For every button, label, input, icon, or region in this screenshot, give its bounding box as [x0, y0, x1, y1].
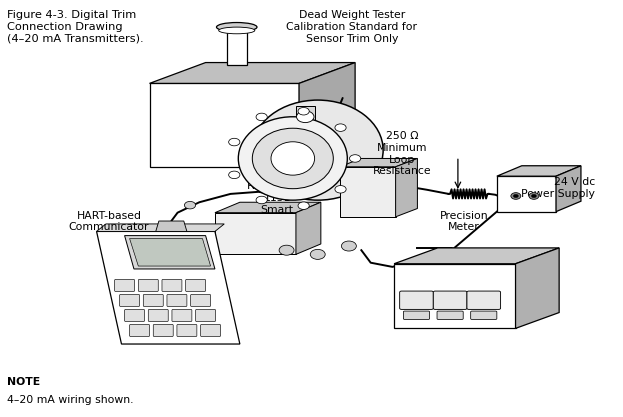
Polygon shape	[296, 202, 321, 254]
FancyBboxPatch shape	[471, 311, 497, 319]
Polygon shape	[556, 166, 581, 211]
FancyBboxPatch shape	[172, 309, 192, 322]
Polygon shape	[150, 63, 355, 83]
FancyBboxPatch shape	[437, 311, 464, 319]
Circle shape	[184, 201, 196, 209]
FancyBboxPatch shape	[148, 309, 168, 322]
Polygon shape	[156, 221, 187, 231]
Polygon shape	[150, 83, 299, 167]
Text: Figure 4-3. Digital Trim
Connection Drawing
(4–20 mA Transmitters).: Figure 4-3. Digital Trim Connection Draw…	[7, 10, 144, 44]
Text: 250 Ω
Minimum
Loop
Resistance: 250 Ω Minimum Loop Resistance	[373, 131, 431, 176]
FancyBboxPatch shape	[162, 279, 182, 291]
Circle shape	[335, 186, 346, 193]
Circle shape	[310, 249, 325, 259]
Polygon shape	[340, 167, 396, 217]
Circle shape	[297, 111, 314, 123]
Polygon shape	[125, 236, 215, 269]
Ellipse shape	[219, 27, 255, 34]
Polygon shape	[497, 166, 581, 176]
FancyBboxPatch shape	[404, 311, 430, 319]
Polygon shape	[394, 264, 516, 329]
Circle shape	[229, 138, 240, 146]
Polygon shape	[394, 248, 559, 264]
Text: 24 V dc
Power Supply: 24 V dc Power Supply	[521, 177, 595, 199]
Circle shape	[529, 193, 539, 199]
FancyBboxPatch shape	[400, 291, 434, 309]
Ellipse shape	[238, 117, 348, 200]
Circle shape	[513, 194, 518, 198]
FancyBboxPatch shape	[196, 309, 216, 322]
Ellipse shape	[217, 23, 257, 32]
Text: Precision
Meter: Precision Meter	[440, 211, 488, 232]
FancyBboxPatch shape	[143, 294, 163, 306]
FancyBboxPatch shape	[130, 324, 150, 337]
FancyBboxPatch shape	[120, 294, 140, 306]
Ellipse shape	[271, 142, 315, 175]
Polygon shape	[396, 158, 417, 217]
FancyBboxPatch shape	[467, 291, 501, 309]
Polygon shape	[299, 63, 355, 167]
Text: NOTE: NOTE	[7, 377, 40, 387]
Circle shape	[350, 155, 361, 162]
Polygon shape	[215, 202, 321, 213]
FancyBboxPatch shape	[434, 291, 467, 309]
FancyBboxPatch shape	[115, 279, 135, 291]
Polygon shape	[97, 224, 224, 231]
FancyBboxPatch shape	[153, 324, 173, 337]
Polygon shape	[516, 248, 559, 329]
Text: Dead Weight Tester
Calibration Standard for
Sensor Trim Only: Dead Weight Tester Calibration Standard …	[287, 10, 417, 44]
Polygon shape	[97, 231, 240, 344]
Polygon shape	[340, 158, 417, 167]
Circle shape	[531, 194, 536, 198]
Circle shape	[256, 113, 267, 121]
Ellipse shape	[252, 100, 383, 200]
Polygon shape	[227, 27, 247, 65]
Ellipse shape	[252, 128, 333, 188]
FancyBboxPatch shape	[167, 294, 187, 306]
Circle shape	[335, 124, 346, 131]
Circle shape	[229, 171, 240, 178]
Circle shape	[279, 245, 294, 255]
Circle shape	[298, 108, 309, 115]
FancyBboxPatch shape	[201, 324, 221, 337]
FancyBboxPatch shape	[177, 324, 197, 337]
Circle shape	[298, 202, 309, 209]
Text: 4–20 mA wiring shown.: 4–20 mA wiring shown.	[7, 395, 134, 405]
Polygon shape	[296, 106, 315, 127]
Circle shape	[256, 196, 267, 204]
Polygon shape	[215, 213, 296, 254]
Circle shape	[511, 193, 521, 199]
Text: Rosemount
1151
Smart: Rosemount 1151 Smart	[247, 181, 308, 215]
FancyBboxPatch shape	[125, 309, 145, 322]
FancyBboxPatch shape	[138, 279, 158, 291]
Text: HART-based
Communicator: HART-based Communicator	[69, 211, 150, 232]
Polygon shape	[497, 176, 556, 211]
FancyBboxPatch shape	[191, 294, 211, 306]
Polygon shape	[130, 239, 211, 266]
Circle shape	[341, 241, 356, 251]
FancyBboxPatch shape	[186, 279, 206, 291]
